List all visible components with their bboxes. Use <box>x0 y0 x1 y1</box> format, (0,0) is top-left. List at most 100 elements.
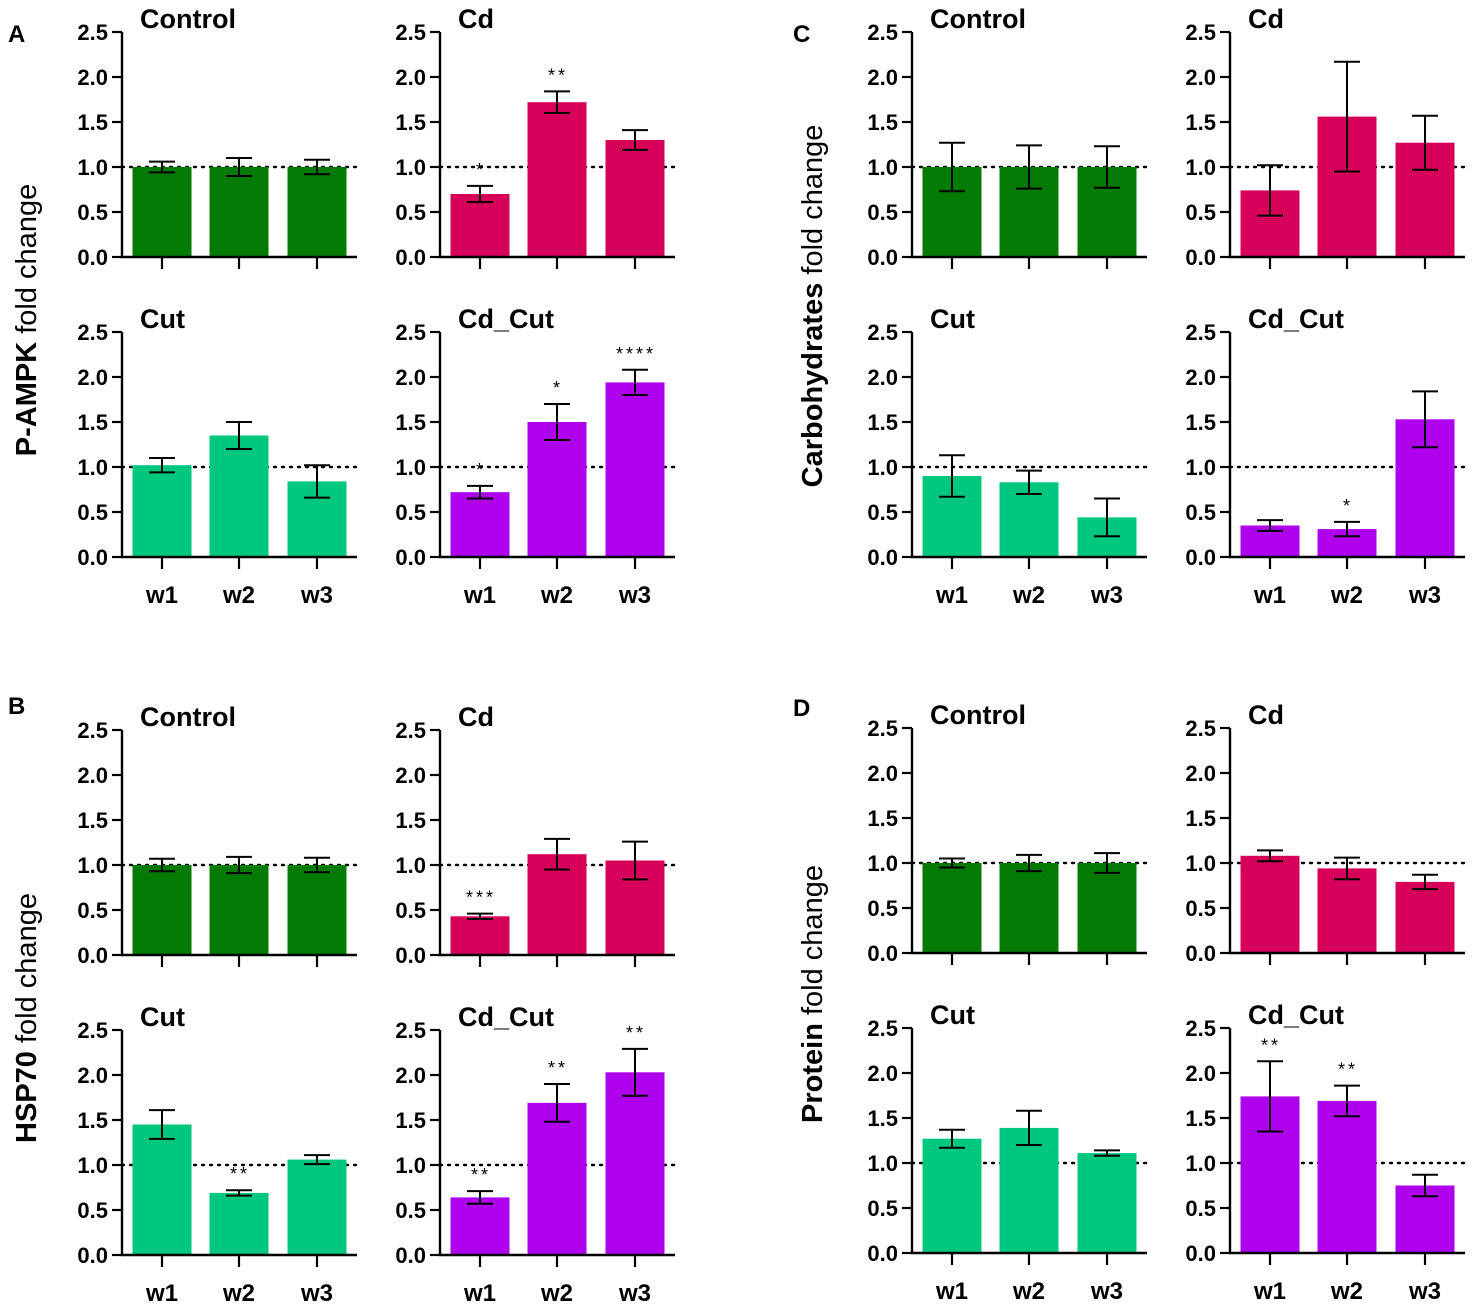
y-tick-label: 1.0 <box>1185 155 1216 180</box>
y-tick-label: 1.5 <box>1185 806 1216 831</box>
panel-title: Cd_Cut <box>458 304 554 334</box>
x-tick-label-w3: w3 <box>1408 1278 1441 1305</box>
y-tick-label: 2.5 <box>867 320 898 345</box>
bar-w1 <box>450 492 510 557</box>
y-tick-label: 2.5 <box>867 1016 898 1041</box>
y-tick-label: 0.0 <box>1185 545 1216 570</box>
y-tick-label: 1.0 <box>867 155 898 180</box>
panel-title: Cd <box>458 4 494 34</box>
y-tick-label: 2.0 <box>1185 761 1216 786</box>
bar-w1 <box>132 1124 192 1255</box>
y-tick-label: 0.5 <box>1185 500 1216 525</box>
y-tick-label: 1.5 <box>77 410 108 435</box>
panel-b-cut: Cut w1 ** w2 w3 0.0 0.5 1.0 1.5 2.0 2.5 <box>77 1002 359 1307</box>
y-tick-label: 0.5 <box>395 898 426 923</box>
x-tick-label-w2: w2 <box>1012 1278 1045 1305</box>
y-axis-label-d: Protein fold change <box>797 865 829 1123</box>
y-tick-label: 1.0 <box>395 155 426 180</box>
bar-w1 <box>132 167 192 257</box>
panel-title: Cd_Cut <box>1248 1000 1344 1030</box>
y-tick-label: 1.0 <box>867 851 898 876</box>
panel-c-cd: Cd 0.0 0.5 1.0 1.5 2.0 2.5 <box>1185 4 1467 270</box>
bar-w3 <box>287 865 347 955</box>
y-tick-label: 0.0 <box>395 1243 426 1268</box>
panel-c-cut: Cut w1 w2 w3 0.0 0.5 1.0 1.5 2.0 2.5 <box>867 304 1149 609</box>
x-tick-label-w3: w3 <box>1090 582 1123 609</box>
y-axis-label-normal: fold change <box>797 865 829 1023</box>
y-tick-label: 0.5 <box>867 200 898 225</box>
y-tick-label: 0.5 <box>1185 1196 1216 1221</box>
y-tick-label: 2.0 <box>77 763 108 788</box>
y-tick-label: 0.5 <box>1185 200 1216 225</box>
y-tick-label: 2.5 <box>395 320 426 345</box>
bar-w2 <box>1317 868 1377 953</box>
x-tick-label-w1: w1 <box>145 582 178 609</box>
y-tick-label: 2.0 <box>77 365 108 390</box>
y-tick-label: 1.0 <box>77 455 108 480</box>
panel-b-control: Control 0.0 0.5 1.0 1.5 2.0 2.5 <box>77 702 359 968</box>
x-tick-label-w3: w3 <box>300 582 333 609</box>
y-tick-label: 1.0 <box>77 853 108 878</box>
panel-title: Cd_Cut <box>1248 304 1344 334</box>
y-tick-label: 1.0 <box>1185 455 1216 480</box>
y-tick-label: 1.0 <box>395 1153 426 1178</box>
bar-w1 <box>132 865 192 955</box>
bar-w1 <box>922 1138 982 1253</box>
bar-w2 <box>209 865 269 955</box>
panel-letter-b: B <box>8 693 25 720</box>
panel-b-cd: Cd *** 0.0 0.5 1.0 1.5 2.0 2.5 <box>395 702 677 968</box>
y-tick-label: 1.5 <box>867 410 898 435</box>
y-tick-label: 0.0 <box>867 545 898 570</box>
y-tick-label: 1.0 <box>1185 1151 1216 1176</box>
bar-w2 <box>527 422 587 557</box>
x-tick-label-w2: w2 <box>1330 582 1363 609</box>
significance-w3: ** <box>626 1023 646 1043</box>
x-tick-label-w1: w1 <box>935 1278 968 1305</box>
panel-title: Cd <box>1248 700 1284 730</box>
y-tick-label: 1.5 <box>395 110 426 135</box>
panel-title: Control <box>140 4 236 34</box>
y-tick-label: 0.5 <box>395 1198 426 1223</box>
x-tick-label-w2: w2 <box>222 1280 255 1307</box>
panel-a-cut: Cut w1 w2 w3 0.0 0.5 1.0 1.5 2.0 2.5 <box>77 304 359 609</box>
panel-title: Control <box>930 700 1026 730</box>
y-tick-label: 1.0 <box>77 1153 108 1178</box>
panel-b-cd-cut: Cd_Cut ** w1 ** w2 ** w3 0.0 0.5 1.0 1.5 2.0 2.5 <box>395 1002 677 1307</box>
panel-d-cd-cut: Cd_Cut ** w1 ** w2 w3 0.0 0.5 1.0 1.5 2.0 2.5 <box>1185 1000 1467 1305</box>
bar-w2 <box>999 863 1059 953</box>
y-tick-label: 2.0 <box>867 1061 898 1086</box>
x-tick-label-w3: w3 <box>1408 582 1441 609</box>
bar-w3 <box>605 140 665 257</box>
panel-letter-a: A <box>8 21 25 48</box>
bar-w1 <box>1240 855 1300 953</box>
panel-a-control: Control 0.0 0.5 1.0 1.5 2.0 2.5 <box>77 4 359 270</box>
y-axis-label-normal: fold change <box>11 893 43 1051</box>
panel-a-cd: Cd***0.00.51.01.52.02.5 <box>395 4 677 270</box>
y-tick-label: 1.5 <box>867 806 898 831</box>
y-tick-label: 1.0 <box>77 155 108 180</box>
y-tick-label: 1.0 <box>867 1151 898 1176</box>
y-axis-label-b: HSP70 fold change <box>11 893 43 1143</box>
y-tick-label: 2.0 <box>867 65 898 90</box>
significance-w2: ** <box>1338 1060 1358 1080</box>
x-tick-label-w1: w1 <box>463 1280 496 1307</box>
x-tick-label-w3: w3 <box>618 582 651 609</box>
y-tick-label: 2.5 <box>395 718 426 743</box>
panels-layer: A P-AMPK fold change B HSP70 fold change C Ca… <box>8 4 1467 1307</box>
bar-w2 <box>527 1102 587 1255</box>
bar-w1 <box>450 194 510 257</box>
significance-w1: ** <box>1261 1035 1281 1055</box>
y-tick-label: 0.5 <box>77 1198 108 1223</box>
bar-w2 <box>999 1127 1059 1253</box>
x-tick-label-w2: w2 <box>222 582 255 609</box>
y-tick-label: 2.5 <box>1185 320 1216 345</box>
bar-w2 <box>209 435 269 557</box>
panel-title: Cd <box>1248 4 1284 34</box>
panel-a-cd-cut: Cd_Cut * w1 * w2 **** w3 0.0 0.5 1.0 1.5 2.0 2.5 <box>395 304 677 609</box>
y-tick-label: 1.5 <box>395 808 426 833</box>
x-tick-label-w1: w1 <box>1253 582 1286 609</box>
x-tick-label-w2: w2 <box>1012 582 1045 609</box>
y-tick-label: 0.0 <box>77 545 108 570</box>
panel-d-cd: Cd 0.0 0.5 1.0 1.5 2.0 2.5 <box>1185 700 1467 966</box>
y-tick-label: 2.5 <box>1185 1016 1216 1041</box>
